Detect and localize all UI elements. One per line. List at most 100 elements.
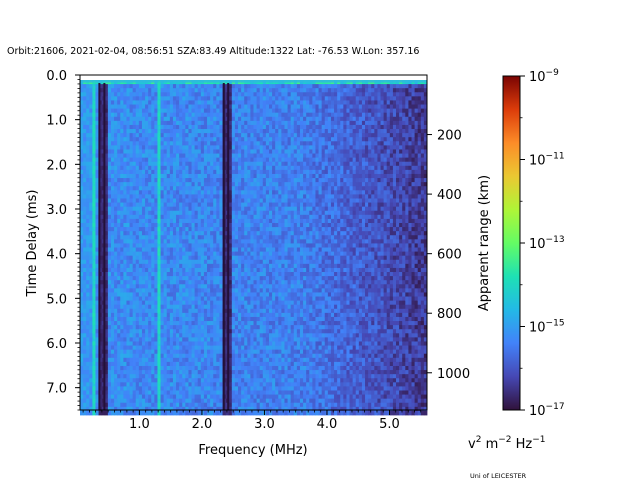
- heatmap-cell: [80, 337, 84, 342]
- heatmap-cell: [203, 361, 208, 367]
- heatmap-cell: [197, 222, 202, 228]
- heatmap-cell: [145, 394, 149, 400]
- heatmap-cell: [160, 210, 165, 216]
- heatmap-cell: [135, 353, 140, 359]
- heatmap-cell: [250, 390, 254, 395]
- heatmap-cell: [163, 337, 168, 342]
- heatmap-cell: [256, 96, 261, 101]
- heatmap-cell: [238, 227, 242, 232]
- heatmap-cell: [188, 251, 192, 257]
- heatmap-cell: [253, 386, 257, 391]
- heatmap-cell: [166, 182, 171, 187]
- heatmap-cell: [114, 104, 118, 109]
- heatmap-cell: [262, 112, 267, 118]
- heatmap-cell: [151, 316, 155, 322]
- heatmap-cell: [200, 108, 205, 114]
- heatmap-cell: [191, 173, 196, 179]
- heatmap-cell: [129, 390, 134, 395]
- heatmap-cell: [234, 272, 239, 277]
- heatmap-cell: [163, 182, 168, 187]
- heatmap-cell: [256, 141, 261, 146]
- heatmap-cell: [213, 112, 217, 118]
- heatmap-cell: [259, 382, 264, 387]
- heatmap-cell: [123, 133, 127, 138]
- heatmap-cell: [200, 235, 205, 240]
- heatmap-cell: [89, 288, 93, 293]
- heatmap-cell: [228, 96, 233, 101]
- heatmap-cell: [107, 276, 112, 281]
- heatmap-cell: [244, 410, 248, 416]
- heatmap-cell: [141, 398, 146, 404]
- heatmap-cell: [145, 321, 149, 326]
- heatmap-cell: [126, 173, 130, 179]
- heatmap-cell: [160, 390, 165, 395]
- heatmap-cell: [138, 149, 143, 154]
- heatmap-cell: [110, 341, 115, 346]
- heatmap-cell: [163, 267, 168, 273]
- heatmap-cell: [191, 284, 196, 289]
- heatmap-cell: [166, 210, 171, 216]
- heatmap-cell: [238, 243, 242, 248]
- heatmap-cell: [262, 202, 267, 208]
- heatmap-cell: [203, 255, 208, 261]
- heatmap-cell: [238, 133, 242, 138]
- heatmap-cell: [182, 169, 186, 175]
- heatmap-cell: [104, 267, 109, 273]
- heatmap-cell: [172, 402, 177, 408]
- heatmap-cell: [219, 329, 223, 334]
- heatmap-cell: [231, 263, 236, 269]
- heatmap-cell: [86, 386, 90, 391]
- heatmap-cell: [238, 194, 242, 199]
- heatmap-cell: [197, 182, 202, 187]
- heatmap-cell: [107, 321, 112, 326]
- heatmap-cell: [216, 280, 220, 285]
- heatmap-cell: [110, 345, 115, 351]
- heatmap-cell: [104, 378, 109, 383]
- heatmap-cell: [259, 206, 264, 212]
- heatmap-cell: [262, 222, 267, 228]
- heatmap-cell: [80, 386, 84, 391]
- heatmap-cell: [129, 325, 134, 330]
- heatmap-cell: [126, 120, 130, 126]
- heatmap-cell: [250, 361, 254, 367]
- heatmap-cell: [163, 247, 168, 252]
- heatmap-cell: [95, 173, 99, 179]
- heatmap-cell: [163, 88, 168, 93]
- heatmap-cell: [120, 108, 124, 114]
- heatmap-cell: [241, 145, 245, 150]
- heatmap-cell: [89, 243, 93, 248]
- heatmap-cell: [194, 365, 199, 371]
- heatmap-cell: [169, 145, 174, 150]
- heatmap-cell: [80, 345, 84, 351]
- heatmap-cell: [169, 218, 174, 224]
- heatmap-cell: [185, 406, 189, 412]
- heatmap-cell: [169, 329, 174, 334]
- heatmap-cell: [138, 267, 143, 273]
- heatmap-cell: [83, 231, 87, 236]
- heatmap-cell: [203, 382, 208, 387]
- heatmap-cell: [188, 165, 192, 171]
- heatmap-cell: [188, 169, 192, 175]
- heatmap-cell: [95, 124, 99, 130]
- heatmap-cell: [200, 325, 205, 330]
- heatmap-cell: [203, 357, 208, 363]
- heatmap-cell: [200, 100, 205, 105]
- heatmap-cell: [123, 374, 127, 379]
- heatmap-cell: [191, 96, 196, 101]
- heatmap-cell: [148, 353, 152, 359]
- heatmap-cell: [247, 178, 251, 183]
- heatmap-cell: [250, 386, 254, 391]
- heatmap-cell: [188, 222, 192, 228]
- heatmap-cell: [86, 374, 90, 379]
- heatmap-cell: [123, 386, 127, 391]
- heatmap-cell: [259, 304, 264, 310]
- heatmap-cell: [247, 316, 251, 322]
- heatmap-cell: [197, 145, 202, 150]
- heatmap-cell: [89, 84, 93, 89]
- heatmap-cell: [107, 386, 112, 391]
- heatmap-cell: [120, 202, 124, 208]
- heatmap-cell: [166, 96, 171, 101]
- heatmap-cell: [123, 316, 127, 322]
- heatmap-cell: [256, 357, 261, 363]
- heatmap-cell: [151, 124, 155, 130]
